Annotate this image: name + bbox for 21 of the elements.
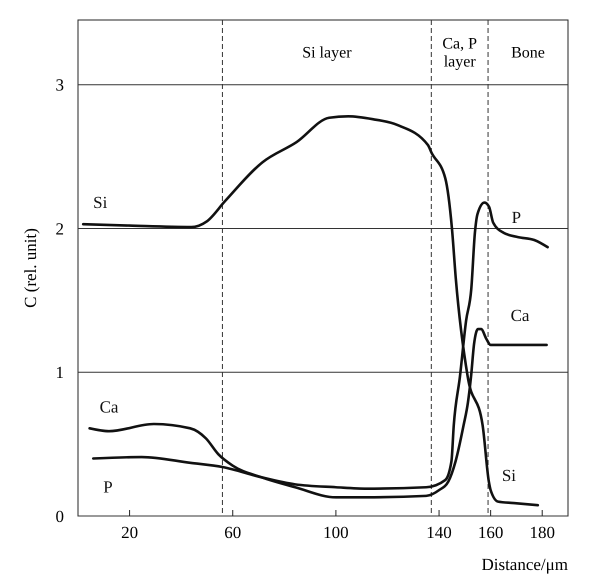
x-tick-label: 60 bbox=[224, 523, 242, 542]
annotation: Bone bbox=[511, 44, 545, 62]
annotation: Si layer bbox=[302, 44, 352, 62]
series-label: Ca bbox=[100, 397, 119, 416]
text: Ca bbox=[510, 306, 530, 325]
series-label: P bbox=[512, 208, 522, 228]
series-label: Si bbox=[502, 466, 516, 486]
x-tick-label: 20 bbox=[121, 523, 138, 542]
y-tick-label: 2 bbox=[56, 219, 64, 238]
x-tick-label: 160 bbox=[478, 523, 504, 542]
text: P bbox=[103, 477, 113, 496]
y-tick-label: 0 bbox=[56, 507, 64, 526]
text: Si bbox=[93, 193, 108, 212]
x-tick-label: 140 bbox=[426, 523, 452, 542]
y-axis-title: C (rel. unit) bbox=[21, 228, 40, 308]
x-axis-title: Distance/μm bbox=[481, 555, 568, 574]
x-tick-label: 180 bbox=[529, 523, 555, 542]
x-tick-label: 100 bbox=[323, 523, 349, 542]
annotation: Ca, P layer bbox=[442, 35, 478, 70]
y-tick-label: 3 bbox=[56, 76, 64, 95]
y-tick-label: 1 bbox=[56, 363, 64, 382]
